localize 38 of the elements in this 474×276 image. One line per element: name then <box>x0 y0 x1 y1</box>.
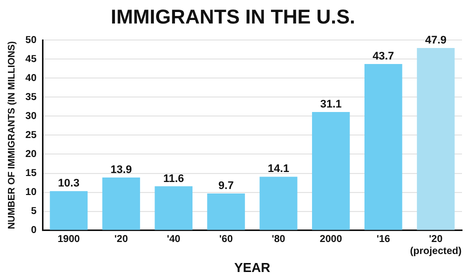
y-tick-label: 45 <box>25 54 37 65</box>
bar <box>260 176 298 230</box>
data-label: 13.9 <box>110 164 132 176</box>
x-tick-label: 2000 <box>320 234 342 246</box>
x-tick-label: '80 <box>272 234 286 246</box>
bar <box>416 48 455 230</box>
bar <box>50 191 88 230</box>
bar <box>102 177 140 230</box>
y-tick-label: 15 <box>25 168 37 180</box>
x-tick-label: '40 <box>166 234 181 246</box>
y-tick-label: 25 <box>25 130 37 141</box>
y-tick-label: 50 <box>25 34 37 46</box>
x-tick-label: '20 (projected) <box>410 234 462 258</box>
x-tick-label: 1900 <box>58 234 80 246</box>
data-label: 31.1 <box>320 98 342 110</box>
data-label: 14.1 <box>268 163 290 176</box>
bar <box>364 64 402 230</box>
y-tick-label: 40 <box>25 72 37 84</box>
x-axis-title: YEAR <box>234 260 271 275</box>
bar <box>312 112 350 230</box>
data-label: 11.6 <box>163 172 184 185</box>
y-tick-label: 35 <box>25 92 37 103</box>
data-label: 47.9 <box>425 34 446 47</box>
data-label: 43.7 <box>372 50 394 63</box>
bar <box>154 186 192 230</box>
x-tick-label: '60 <box>219 234 234 246</box>
y-tick-label: 0 <box>30 225 37 236</box>
y-tick-label: 5 <box>30 206 37 218</box>
bar <box>207 193 245 230</box>
y-axis-title: NUMBER OF IMMIGRANTS (IN MILLIONS) <box>6 41 18 230</box>
y-tick-label: 30 <box>25 110 37 122</box>
x-tick-label: '20 <box>114 234 128 246</box>
data-label: 9.7 <box>218 180 234 192</box>
y-tick-label: 20 <box>25 148 37 160</box>
x-tick-label: '16 <box>376 234 391 246</box>
data-label: 10.3 <box>58 178 80 190</box>
chart-title: IMMIGRANTS IN THE U.S. <box>110 6 356 29</box>
y-tick-label: 10 <box>25 187 37 198</box>
